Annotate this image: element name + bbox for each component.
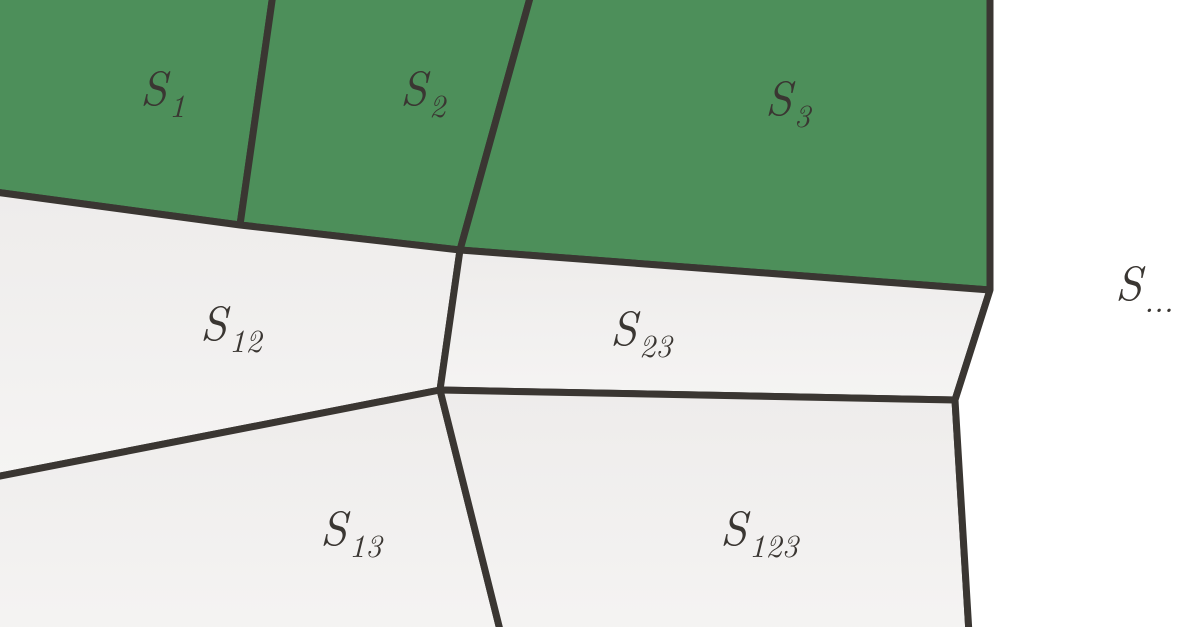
cell-S3 [460,0,990,290]
partition-diagram: S1S2S3S12S23S13S123S... [0,0,1200,627]
cell-S123 [440,390,970,627]
cell-S1 [0,0,275,225]
